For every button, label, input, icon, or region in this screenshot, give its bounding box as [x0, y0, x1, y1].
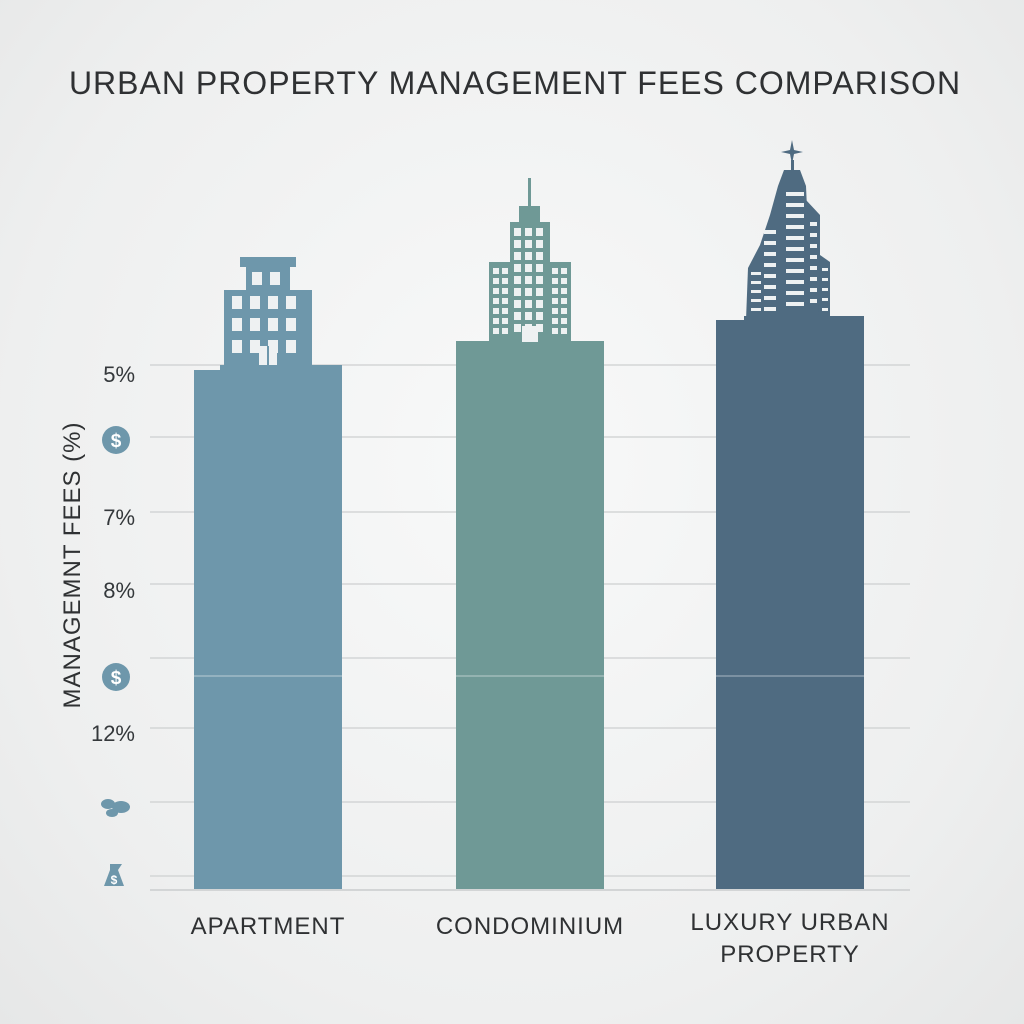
apartment-building-icon	[220, 257, 342, 370]
money-bag-icon: $	[104, 864, 124, 887]
bar	[194, 370, 342, 890]
chart-title: URBAN PROPERTY MANAGEMENT FEES COMPARISO…	[69, 65, 961, 101]
dollar-coin-icon: $	[102, 663, 130, 691]
y-tick-label: 7%	[103, 505, 135, 530]
building-toppers	[220, 140, 864, 370]
svg-text:$: $	[111, 668, 122, 689]
category-label: CONDOMINIUM	[436, 913, 624, 940]
dollar-coin-icon: $	[102, 426, 130, 454]
svg-text:$: $	[111, 431, 122, 452]
condo-tower-icon	[489, 178, 571, 342]
y-axis-ticks: 5% $7% 8% $12% $	[91, 362, 135, 887]
coins-icon	[101, 799, 130, 817]
bars	[194, 320, 864, 890]
bar	[456, 341, 604, 890]
category-label: LUXURY URBAN	[690, 909, 889, 936]
svg-text:$: $	[111, 873, 118, 887]
y-tick-label: 8%	[103, 578, 135, 603]
y-tick-label: 12%	[91, 721, 135, 746]
y-axis-label: MANAGEMNT FEES (%)	[59, 422, 86, 709]
category-label: PROPERTY	[720, 941, 860, 968]
skyscraper-icon	[744, 140, 864, 322]
category-label: APARTMENT	[191, 913, 346, 940]
bar	[716, 320, 864, 890]
category-labels: APARTMENT CONDOMINIUM LUXURY URBAN PROPERTY	[191, 909, 889, 968]
y-tick-label: 5%	[103, 362, 135, 387]
